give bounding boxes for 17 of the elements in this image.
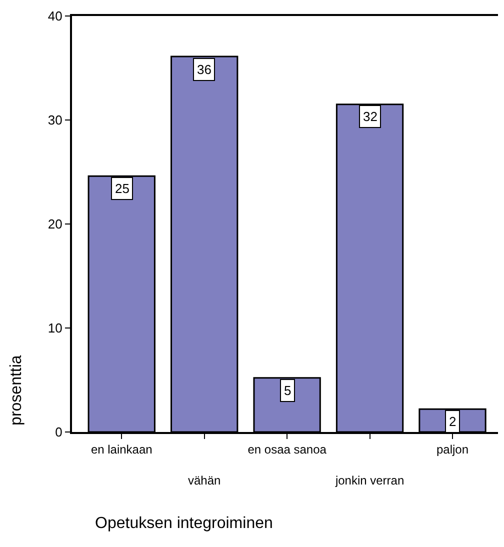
x-axis-title: Opetuksen integroiminen <box>95 515 273 532</box>
data-label: 36 <box>197 62 212 77</box>
y-tick-label: 10 <box>48 320 62 336</box>
x-tick-label: en lainkaan <box>90 442 152 456</box>
x-tick-label: jonkin verran <box>334 474 404 488</box>
y-axis-title: prosenttia <box>8 355 25 426</box>
x-tick-label: en osaa sanoa <box>248 442 327 456</box>
y-tick-label: 20 <box>48 216 62 232</box>
y-tick-label: 30 <box>48 112 62 128</box>
data-label: 2 <box>449 414 456 429</box>
x-tick-label: paljon <box>436 442 469 456</box>
y-tick-label: 0 <box>55 424 62 440</box>
data-label: 25 <box>115 181 130 196</box>
y-tick-label: 40 <box>48 8 62 24</box>
x-tick-label: vähän <box>188 474 221 488</box>
data-label: 32 <box>363 109 378 124</box>
data-label: 5 <box>284 383 292 398</box>
